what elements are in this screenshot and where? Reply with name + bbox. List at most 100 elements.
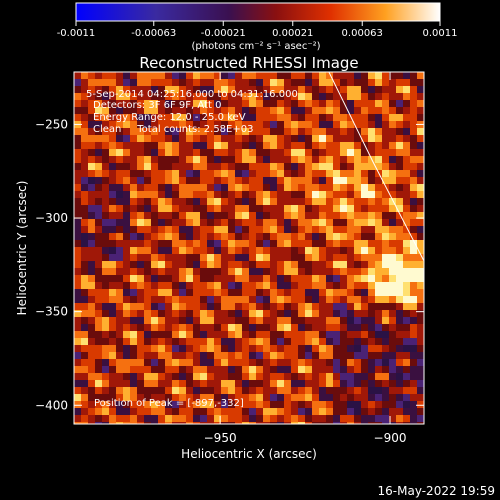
heatmap-cell	[116, 107, 123, 114]
heatmap-cell	[228, 156, 235, 163]
heatmap-cell	[109, 310, 116, 317]
heatmap-cell	[193, 359, 200, 366]
heatmap-cell	[109, 100, 116, 107]
heatmap-cell	[144, 366, 151, 373]
heatmap-cell	[249, 394, 256, 401]
heatmap-cell	[319, 149, 326, 156]
heatmap-cell	[102, 387, 109, 394]
heatmap-cell	[298, 303, 305, 310]
heatmap-cell	[326, 282, 333, 289]
heatmap-cell	[263, 149, 270, 156]
heatmap-cell	[319, 156, 326, 163]
heatmap-cell	[228, 247, 235, 254]
heatmap-cell	[193, 205, 200, 212]
heatmap-cell	[326, 72, 333, 79]
heatmap-cell	[186, 352, 193, 359]
heatmap-cell	[347, 408, 354, 415]
heatmap-cell	[144, 142, 151, 149]
heatmap-cell	[270, 177, 277, 184]
heatmap-cell	[88, 261, 95, 268]
heatmap-cell	[361, 149, 368, 156]
heatmap-cell	[116, 79, 123, 86]
heatmap-cell	[361, 163, 368, 170]
heatmap-cell	[382, 282, 389, 289]
heatmap-cell	[256, 79, 263, 86]
heatmap-cell	[368, 359, 375, 366]
heatmap-cell	[389, 345, 396, 352]
heatmap-cell	[396, 226, 403, 233]
heatmap-cell	[354, 240, 361, 247]
heatmap-cell	[263, 184, 270, 191]
heatmap-cell	[116, 205, 123, 212]
heatmap-cell	[305, 387, 312, 394]
heatmap-cell	[144, 121, 151, 128]
heatmap-cell	[403, 114, 410, 121]
heatmap-cell	[340, 275, 347, 282]
heatmap-cell	[347, 170, 354, 177]
heatmap-cell	[368, 289, 375, 296]
heatmap-cell	[249, 107, 256, 114]
heatmap-cell	[165, 247, 172, 254]
heatmap-cell	[389, 149, 396, 156]
heatmap-cell	[305, 93, 312, 100]
heatmap-cell	[396, 359, 403, 366]
heatmap-cell	[298, 415, 305, 422]
heatmap-cell	[291, 149, 298, 156]
heatmap-cell	[410, 415, 417, 422]
heatmap-cell	[333, 142, 340, 149]
heatmap-cell	[396, 233, 403, 240]
heatmap-cell	[396, 177, 403, 184]
heatmap-cell	[270, 366, 277, 373]
heatmap-cell	[130, 170, 137, 177]
heatmap-cell	[228, 198, 235, 205]
heatmap-cell	[102, 149, 109, 156]
heatmap-cell	[333, 205, 340, 212]
heatmap-cell	[284, 184, 291, 191]
heatmap-cell	[389, 107, 396, 114]
heatmap-cell	[193, 170, 200, 177]
heatmap-cell	[158, 114, 165, 121]
heatmap-cell	[109, 373, 116, 380]
heatmap-cell	[228, 415, 235, 422]
heatmap-cell	[95, 219, 102, 226]
heatmap-cell	[207, 408, 214, 415]
heatmap-cell	[123, 156, 130, 163]
heatmap-cell	[389, 310, 396, 317]
heatmap-cell	[333, 338, 340, 345]
heatmap-cell	[109, 184, 116, 191]
heatmap-cell	[193, 310, 200, 317]
heatmap-cell	[95, 86, 102, 93]
heatmap-cell	[396, 100, 403, 107]
heatmap-cell	[256, 296, 263, 303]
heatmap-cell	[144, 261, 151, 268]
heatmap-cell	[354, 184, 361, 191]
heatmap-cell	[137, 373, 144, 380]
heatmap-cell	[389, 240, 396, 247]
heatmap-cell	[179, 366, 186, 373]
heatmap-cell	[158, 233, 165, 240]
heatmap-cell	[186, 303, 193, 310]
heatmap-cell	[396, 107, 403, 114]
heatmap-cell	[123, 345, 130, 352]
heatmap-cell	[256, 135, 263, 142]
heatmap-cell	[284, 226, 291, 233]
heatmap-cell	[235, 296, 242, 303]
heatmap-cell	[235, 219, 242, 226]
heatmap-cell	[179, 191, 186, 198]
heatmap-cell	[382, 289, 389, 296]
heatmap-cell	[417, 86, 424, 93]
heatmap-cell	[179, 317, 186, 324]
heatmap-cell	[74, 247, 81, 254]
heatmap-cell	[382, 128, 389, 135]
heatmap-cell	[403, 261, 410, 268]
heatmap-cell	[319, 352, 326, 359]
heatmap-cell	[270, 72, 277, 79]
heatmap-cell	[375, 317, 382, 324]
heatmap-cell	[354, 247, 361, 254]
heatmap-cell	[319, 135, 326, 142]
heatmap-cell	[109, 303, 116, 310]
heatmap-cell	[242, 366, 249, 373]
heatmap-cell	[95, 93, 102, 100]
heatmap-cell	[158, 275, 165, 282]
heatmap-cell	[305, 408, 312, 415]
